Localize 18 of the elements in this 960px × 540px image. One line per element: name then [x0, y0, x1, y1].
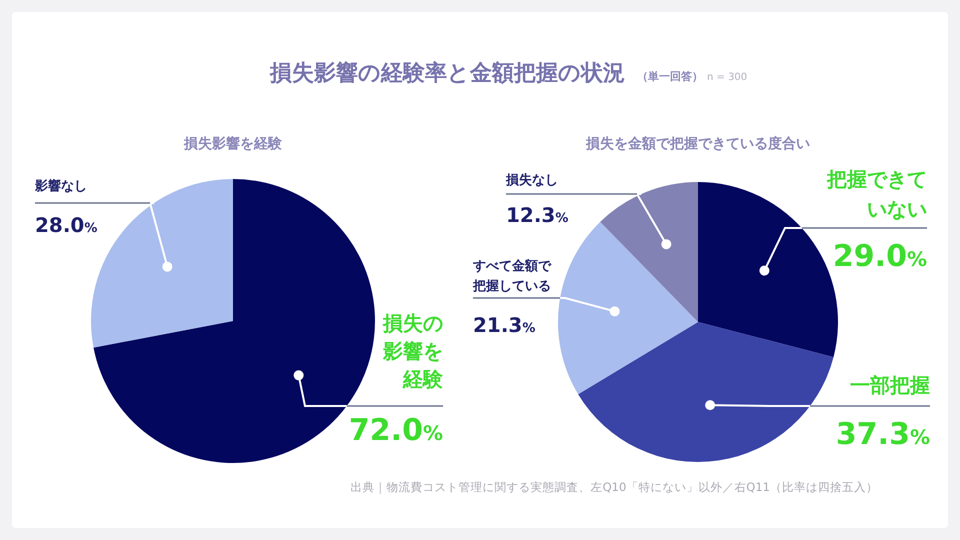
source-note: 出典｜物流費コスト管理に関する実態調査、左Q10「特にない」以外／右Q11（比率は四捨五入） — [350, 480, 878, 494]
slice-label: 一部把握 — [850, 373, 930, 397]
data-label: 28.0% — [35, 213, 98, 237]
text: （単一回答） — [637, 70, 703, 83]
slice-label: すべて金額で把握している — [472, 258, 552, 294]
data-label: 21.3% — [473, 313, 536, 337]
text: n = 300 — [707, 72, 748, 83]
slice-label: 損失なし — [505, 173, 558, 188]
data-label: 29.0% — [832, 239, 927, 274]
chart-title: 損失を金額で把握できている度合い — [585, 135, 810, 152]
slice-label: 損失の影響を経験 — [382, 311, 444, 391]
slice-label: 把握できていない — [826, 167, 927, 221]
text: 損失影響の経験率と金額把握の状況 — [269, 60, 625, 86]
data-label: 37.3% — [836, 417, 930, 452]
slice-label: 影響なし — [34, 178, 87, 194]
data-label: 72.0% — [348, 413, 443, 448]
chart-title: 損失影響を経験 — [183, 135, 283, 152]
data-label: 12.3% — [506, 203, 568, 227]
